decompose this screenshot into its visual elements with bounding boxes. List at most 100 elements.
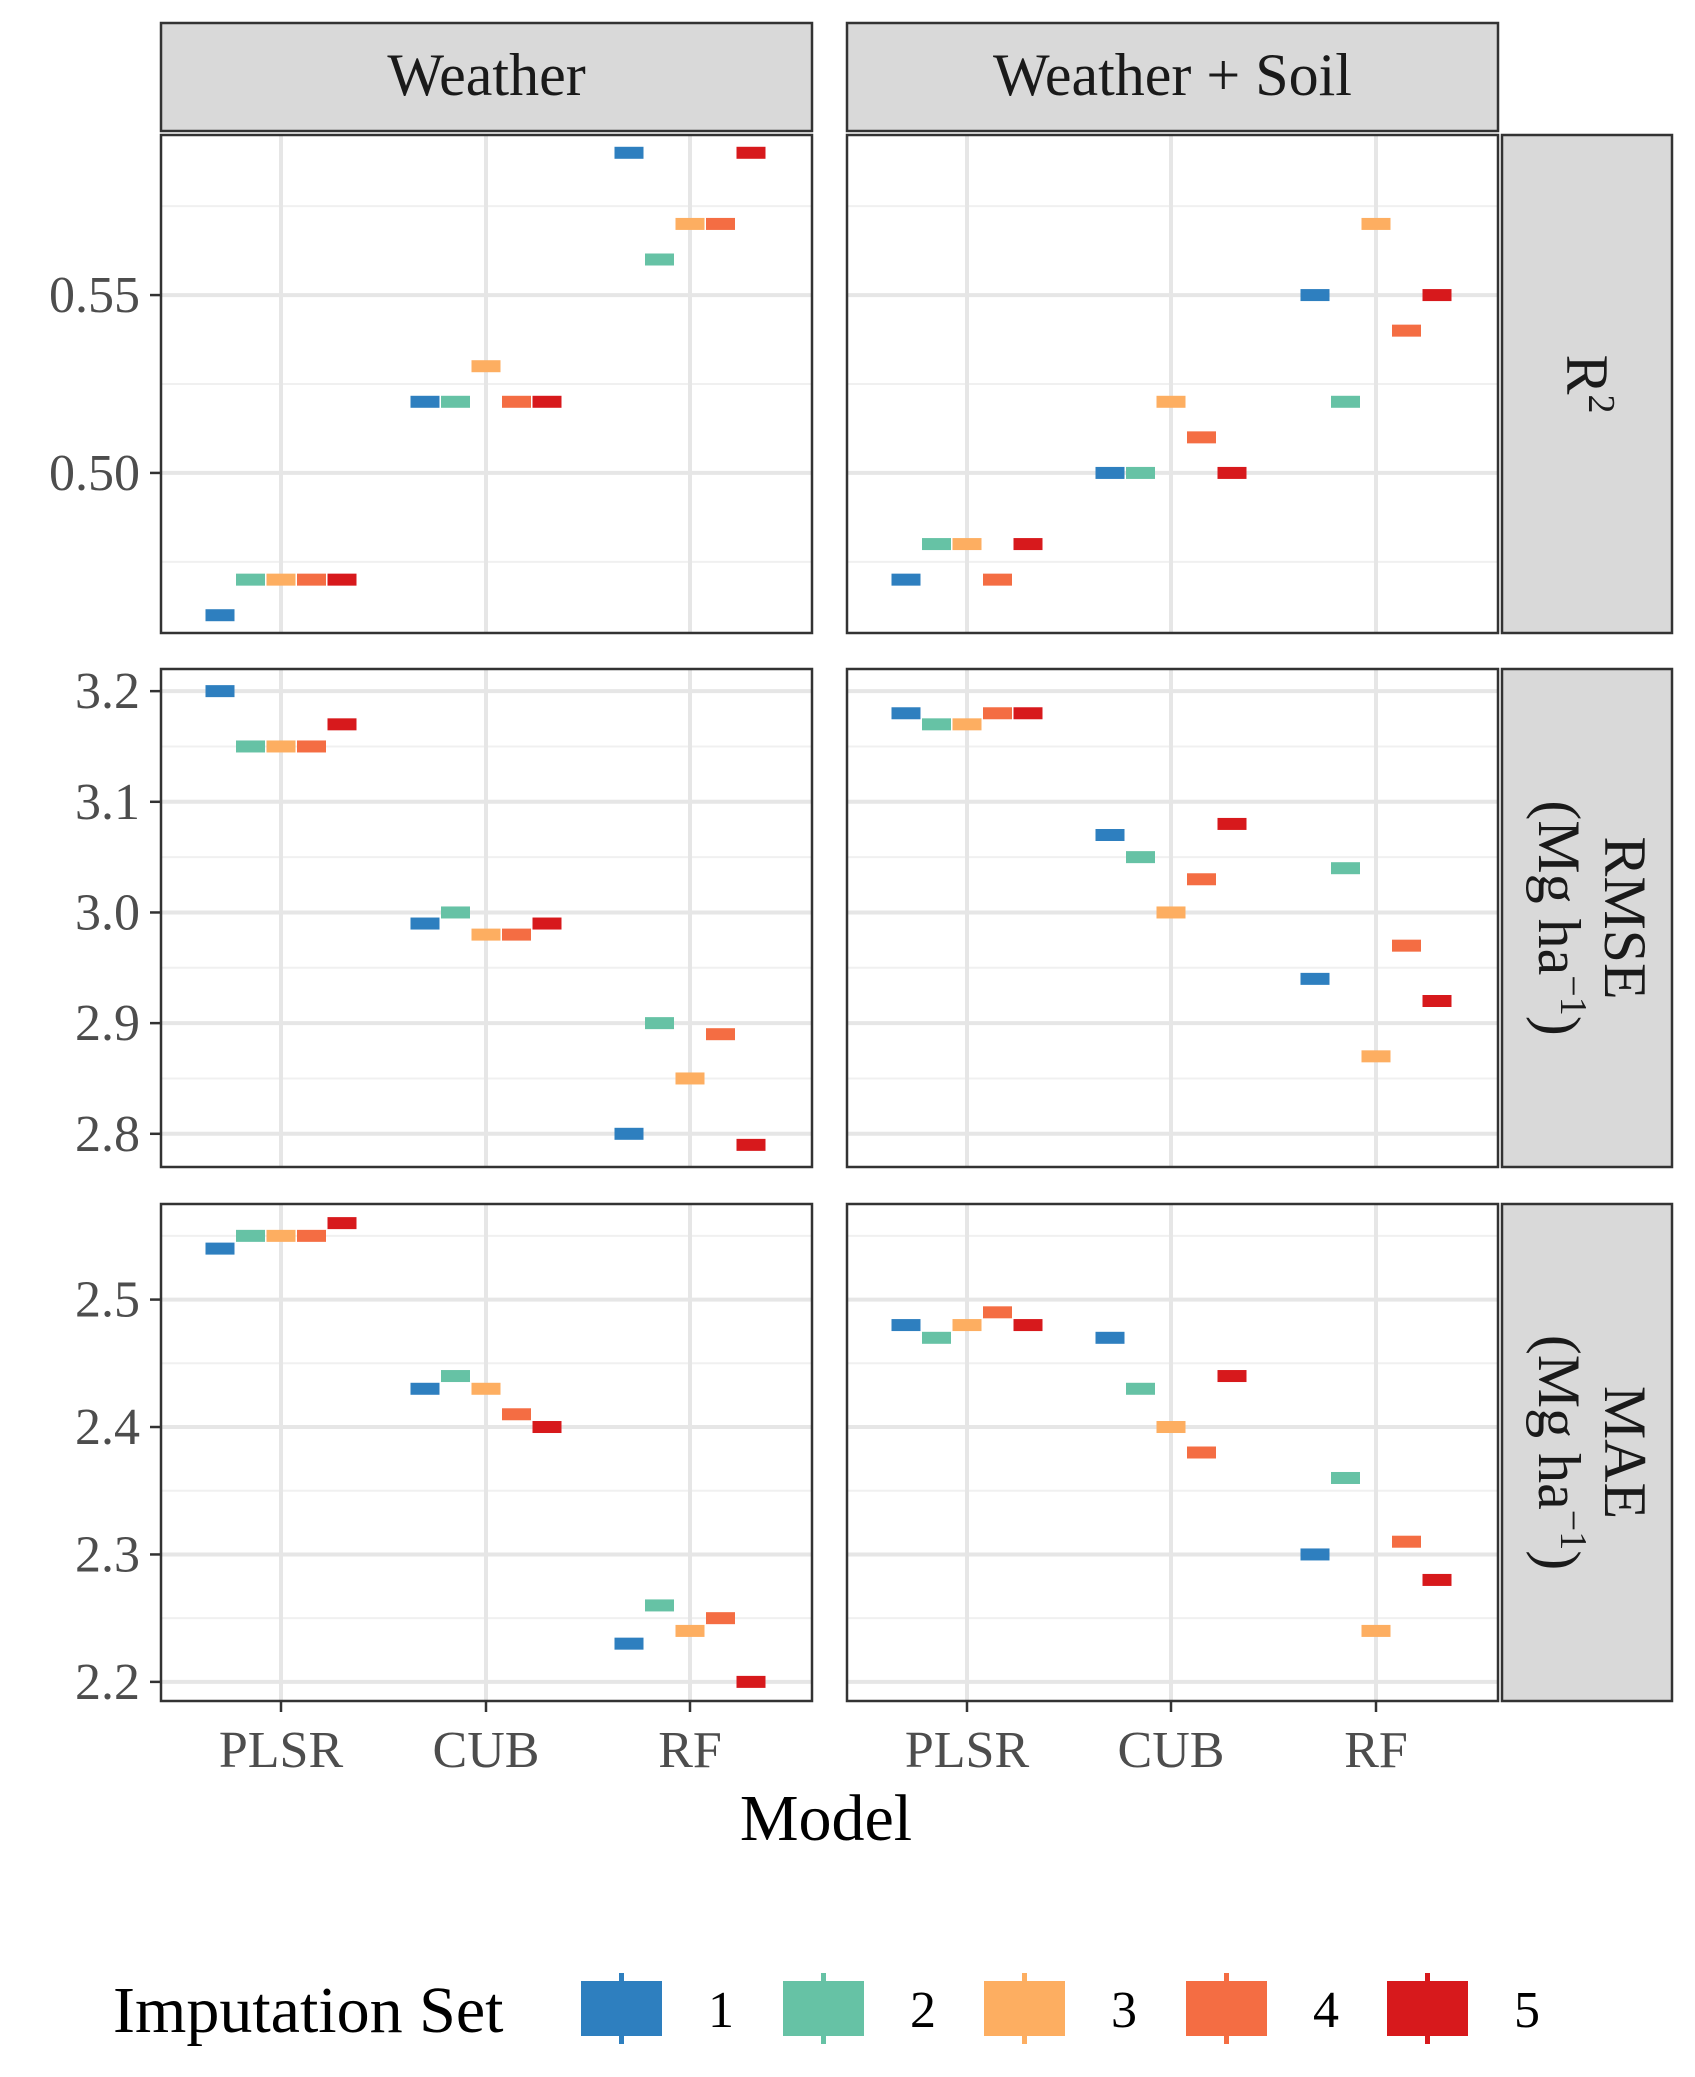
x-tick-label: CUB [433, 1722, 540, 1779]
bar-cub-set-5 [1217, 1370, 1247, 1383]
bar-plsr-set-1 [891, 573, 921, 586]
bar-plsr-set-2 [922, 718, 951, 731]
bar-rf-set-1 [614, 1637, 644, 1650]
bar-cub-set-4 [1187, 431, 1216, 444]
bar-cub-set-1 [1095, 466, 1125, 479]
y-tick-label: 2.2 [75, 1654, 140, 1711]
row-strip-exponent: −1 [1552, 975, 1594, 1015]
bar-cub-set-2 [441, 906, 470, 919]
bar-rf-set-1 [1300, 289, 1330, 302]
row-strip-units: (Mg ha [1526, 1335, 1592, 1510]
bar-plsr-set-5 [327, 573, 357, 586]
bar-rf-set-4 [706, 217, 735, 230]
row-strip-exponent: 2 [1580, 395, 1622, 414]
bar-rf-set-4 [706, 1028, 735, 1041]
bar-cub-set-5 [1217, 817, 1247, 830]
bar-plsr-set-1 [205, 1242, 235, 1255]
bar-cub-set-2 [1126, 466, 1155, 479]
x-tick-label: PLSR [219, 1722, 344, 1779]
row-strip-exponent: −1 [1552, 1510, 1594, 1550]
bar-cub-set-1 [410, 395, 440, 408]
bar-plsr-set-4 [297, 1229, 326, 1242]
bar-cub-set-3 [1156, 906, 1186, 919]
bar-cub-set-2 [1126, 1382, 1155, 1395]
bar-rf-set-2 [645, 1017, 674, 1030]
legend-key-set-4 [1186, 1981, 1267, 2036]
panel-border [845, 133, 1500, 635]
y-tick-label: 0.55 [49, 267, 140, 324]
bar-rf-set-1 [1300, 972, 1330, 985]
legend-key-set-2 [783, 1981, 864, 2036]
row-strip-units-close: ) [1526, 1016, 1592, 1036]
legend-label-set-1: 1 [708, 1982, 734, 2039]
legend-key-set-1 [581, 1981, 662, 2036]
bar-cub-set-4 [1187, 873, 1216, 886]
bar-plsr-set-5 [327, 718, 357, 731]
x-axis-title: Model [740, 1782, 912, 1855]
row-strip-title: RMSE [1592, 836, 1658, 999]
bar-rf-set-1 [614, 1127, 644, 1140]
bar-rf-set-2 [645, 1599, 674, 1612]
axes-layer: 0.50 0.55 2.8 2.9 3.0 3.1 3.2 2.2 2.3 2.4 2.5 PLSR C… [49, 267, 1408, 1779]
bar-cub-set-4 [502, 928, 531, 941]
y-tick-label: 2.4 [75, 1399, 140, 1456]
row-strip-box [1500, 1202, 1674, 1703]
bar-rf-set-5 [736, 1675, 766, 1688]
panel-border [845, 667, 1500, 1169]
x-tick-label: PLSR [905, 1722, 1030, 1779]
bar-plsr-set-4 [297, 573, 326, 586]
bar-cub-set-1 [410, 917, 440, 930]
bar-plsr-set-5 [1013, 1319, 1043, 1332]
column-strip-box [845, 21, 1500, 133]
bar-cub-set-5 [532, 395, 562, 408]
bar-rf-set-4 [706, 1612, 735, 1625]
bar-cub-set-5 [532, 917, 562, 930]
panels-layer [159, 133, 1500, 1703]
bar-cub-set-3 [471, 1382, 501, 1395]
legend-title: Imputation Set [113, 1974, 503, 2047]
row-strip-units-close: ) [1526, 1550, 1592, 1570]
y-tick-label: 2.9 [75, 995, 140, 1052]
bar-rf-set-5 [736, 1138, 766, 1151]
bar-cub-set-4 [502, 1408, 531, 1421]
y-tick-label: 2.5 [75, 1272, 140, 1329]
bar-rf-set-3 [1361, 1050, 1391, 1063]
panel-border [159, 133, 814, 635]
bar-plsr-set-1 [891, 1319, 921, 1332]
y-tick-label: 3.2 [75, 663, 140, 720]
bar-cub-set-2 [441, 395, 470, 408]
bar-plsr-set-2 [922, 538, 951, 551]
row-strip-box [1500, 133, 1674, 635]
bar-plsr-set-3 [952, 718, 982, 731]
bar-rf-set-5 [1422, 995, 1452, 1007]
row-strip-box [1500, 667, 1674, 1169]
row-strip-label: RMSE(Mg ha−1) [1526, 800, 1658, 1035]
bar-cub-set-5 [532, 1421, 562, 1434]
bar-rf-set-3 [675, 1624, 705, 1637]
bar-plsr-set-4 [297, 740, 326, 753]
bar-plsr-set-2 [236, 1229, 265, 1242]
bar-rf-set-1 [1300, 1548, 1330, 1561]
legend-key-set-5 [1387, 1981, 1468, 2036]
row-strip-title: MAE [1592, 1386, 1658, 1519]
bar-plsr-set-4 [983, 1306, 1012, 1319]
x-tick-label: RF [658, 1722, 722, 1779]
bar-rf-set-4 [1392, 1535, 1421, 1548]
bar-plsr-set-5 [1013, 707, 1043, 720]
legend-label-set-3: 3 [1111, 1982, 1137, 2039]
row-strip-label: MAE(Mg ha−1) [1526, 1335, 1658, 1570]
bar-plsr-set-4 [983, 573, 1012, 586]
bar-plsr-set-5 [1013, 538, 1043, 551]
y-tick-label: 2.8 [75, 1106, 140, 1163]
column-strip-box [159, 21, 814, 133]
row-strip-label: R2 [1554, 354, 1622, 413]
bar-plsr-set-3 [266, 573, 296, 586]
y-tick-label: 3.1 [75, 774, 140, 831]
x-tick-label: RF [1344, 1722, 1408, 1779]
bar-plsr-set-3 [952, 1319, 982, 1332]
bar-rf-set-2 [1331, 395, 1360, 408]
bar-rf-set-4 [1392, 939, 1421, 952]
y-tick-label: 3.0 [75, 884, 140, 941]
